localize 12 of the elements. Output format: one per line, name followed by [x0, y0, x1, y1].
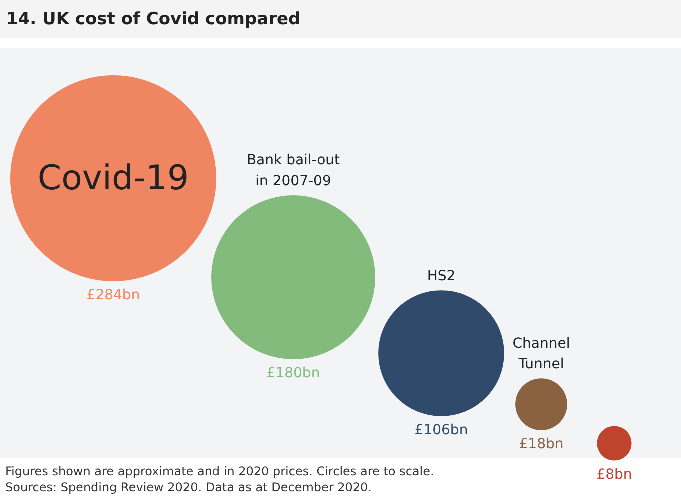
- data-label: £8bn: [596, 466, 632, 483]
- data-label: £106bn: [414, 422, 468, 438]
- category-label: Channel Tunnel: [512, 336, 570, 373]
- category-label: HS2: [427, 268, 456, 285]
- data-label: £180bn: [266, 366, 320, 382]
- text: 14. UK cost of Covid compared: [6, 10, 301, 30]
- data-label: £18bn: [519, 436, 564, 452]
- category-label: Covid-19: [38, 158, 190, 198]
- category-label: Bank bail-out in 2007-09: [246, 152, 341, 190]
- text: Figures shown are approximate and in 2020 prices. Circles are to scale.: [6, 464, 434, 478]
- data-label: £284bn: [86, 288, 140, 304]
- source-note: Sources: Spending Review 2020. Data as at December 2020.: [6, 480, 372, 494]
